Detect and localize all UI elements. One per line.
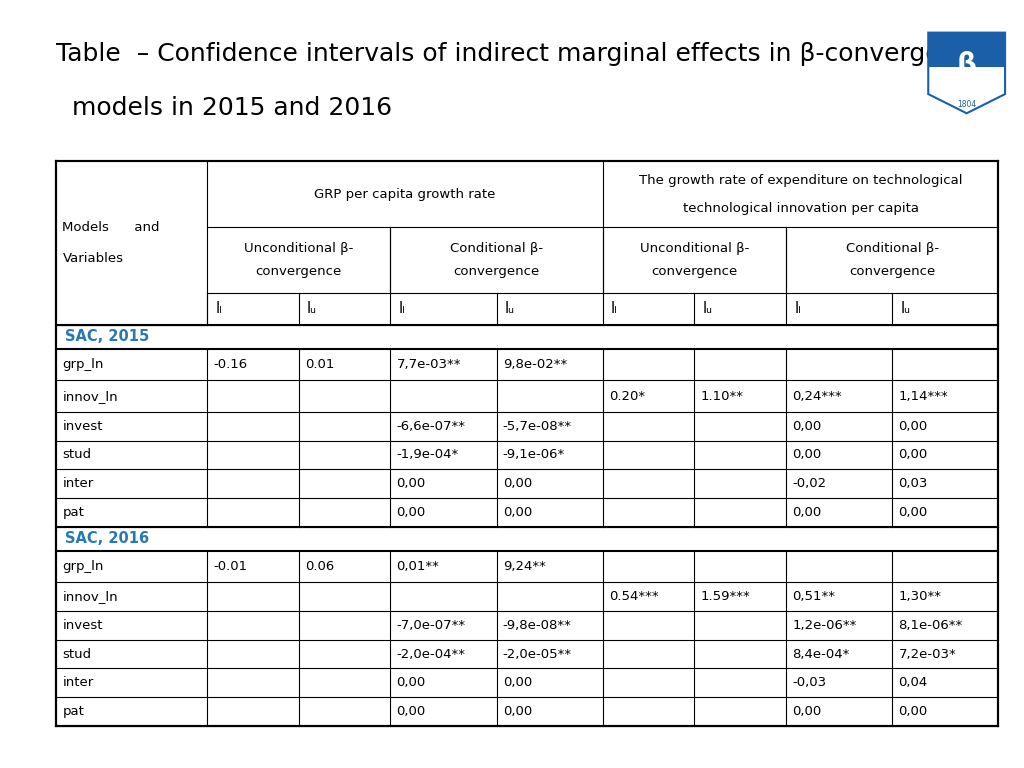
Text: 9,24**: 9,24** bbox=[503, 560, 546, 573]
Text: 1.59***: 1.59*** bbox=[700, 591, 751, 604]
Text: 0,00: 0,00 bbox=[396, 477, 426, 490]
Text: 0,00: 0,00 bbox=[793, 449, 821, 462]
Text: lᵤ: lᵤ bbox=[505, 301, 515, 316]
Text: 0,00: 0,00 bbox=[793, 705, 821, 718]
Text: -1,9e-04*: -1,9e-04* bbox=[396, 449, 459, 462]
Text: convergence: convergence bbox=[849, 265, 935, 278]
Text: lᵤ: lᵤ bbox=[307, 301, 317, 316]
Text: 8,4e-04*: 8,4e-04* bbox=[793, 647, 850, 660]
Polygon shape bbox=[928, 32, 1005, 113]
Text: SAC, 2015: SAC, 2015 bbox=[65, 329, 148, 344]
Text: lₗ: lₗ bbox=[215, 301, 222, 316]
Text: 1,30**: 1,30** bbox=[898, 591, 941, 604]
Text: grp_ln: grp_ln bbox=[62, 358, 103, 371]
Text: 8,1e-06**: 8,1e-06** bbox=[898, 619, 963, 632]
Text: 0,00: 0,00 bbox=[396, 506, 426, 519]
Text: pat: pat bbox=[62, 705, 84, 718]
Text: -2,0e-05**: -2,0e-05** bbox=[503, 647, 571, 660]
Text: convergence: convergence bbox=[454, 265, 540, 278]
Text: -7,0e-07**: -7,0e-07** bbox=[396, 619, 466, 632]
Text: convergence: convergence bbox=[256, 265, 342, 278]
Text: Table  – Confidence intervals of indirect marginal effects in β-convergence: Table – Confidence intervals of indirect… bbox=[56, 42, 986, 66]
Text: 0.01: 0.01 bbox=[305, 358, 335, 371]
Text: SAC, 2016: SAC, 2016 bbox=[65, 531, 148, 546]
Text: convergence: convergence bbox=[651, 265, 737, 278]
Text: grp_ln: grp_ln bbox=[62, 560, 103, 573]
Text: innov_ln: innov_ln bbox=[62, 389, 118, 402]
Text: 0,00: 0,00 bbox=[898, 506, 928, 519]
Text: 0.06: 0.06 bbox=[305, 560, 334, 573]
Text: 0,00: 0,00 bbox=[793, 506, 821, 519]
Text: inter: inter bbox=[62, 477, 94, 490]
Text: GRP per capita growth rate: GRP per capita growth rate bbox=[314, 187, 496, 200]
Text: 0,00: 0,00 bbox=[503, 477, 532, 490]
Text: stud: stud bbox=[62, 449, 91, 462]
Text: Conditional β-: Conditional β- bbox=[451, 242, 543, 255]
Text: Models      and: Models and bbox=[62, 221, 160, 234]
Text: 0,51**: 0,51** bbox=[793, 591, 836, 604]
Text: -0.16: -0.16 bbox=[213, 358, 248, 371]
Text: 0,01**: 0,01** bbox=[396, 560, 439, 573]
Text: Unconditional β-: Unconditional β- bbox=[244, 242, 353, 255]
Text: inter: inter bbox=[62, 677, 94, 689]
Text: -6,6e-07**: -6,6e-07** bbox=[396, 420, 466, 433]
Text: β: β bbox=[956, 51, 977, 79]
Text: 0.20*: 0.20* bbox=[609, 389, 645, 402]
Text: 0,00: 0,00 bbox=[898, 705, 928, 718]
Text: lₗ: lₗ bbox=[398, 301, 406, 316]
Text: invest: invest bbox=[62, 420, 103, 433]
Text: invest: invest bbox=[62, 619, 103, 632]
Text: 0,04: 0,04 bbox=[898, 677, 928, 689]
Text: 1.10**: 1.10** bbox=[700, 389, 743, 402]
Text: -9,8e-08**: -9,8e-08** bbox=[503, 619, 571, 632]
Text: 1804: 1804 bbox=[957, 100, 976, 108]
Text: stud: stud bbox=[62, 647, 91, 660]
Text: -9,1e-06*: -9,1e-06* bbox=[503, 449, 565, 462]
Text: innov_ln: innov_ln bbox=[62, 591, 118, 604]
Text: 0,00: 0,00 bbox=[503, 506, 532, 519]
Text: 7,7e-03**: 7,7e-03** bbox=[396, 358, 461, 371]
Text: 0,24***: 0,24*** bbox=[793, 389, 842, 402]
Text: technological innovation per capita: technological innovation per capita bbox=[683, 201, 919, 214]
Text: -0,02: -0,02 bbox=[793, 477, 826, 490]
Text: 7,2e-03*: 7,2e-03* bbox=[898, 647, 956, 660]
Text: 1,14***: 1,14*** bbox=[898, 389, 948, 402]
Text: 9,8e-02**: 9,8e-02** bbox=[503, 358, 567, 371]
Text: 0,00: 0,00 bbox=[503, 677, 532, 689]
Text: -5,7e-08**: -5,7e-08** bbox=[503, 420, 571, 433]
Text: lᵤ: lᵤ bbox=[900, 301, 910, 316]
Text: 0,00: 0,00 bbox=[898, 420, 928, 433]
Text: 0,00: 0,00 bbox=[396, 677, 426, 689]
Text: 0,00: 0,00 bbox=[793, 420, 821, 433]
Polygon shape bbox=[928, 32, 1005, 67]
Text: pat: pat bbox=[62, 506, 84, 519]
Text: models in 2015 and 2016: models in 2015 and 2016 bbox=[56, 96, 392, 120]
Text: lₗ: lₗ bbox=[795, 301, 801, 316]
Text: lₗ: lₗ bbox=[611, 301, 617, 316]
Text: lᵤ: lᵤ bbox=[702, 301, 713, 316]
Text: 0,00: 0,00 bbox=[898, 449, 928, 462]
Text: 0,03: 0,03 bbox=[898, 477, 928, 490]
Text: -2,0e-04**: -2,0e-04** bbox=[396, 647, 466, 660]
Text: Unconditional β-: Unconditional β- bbox=[640, 242, 750, 255]
Text: Variables: Variables bbox=[62, 252, 124, 265]
Text: 0.54***: 0.54*** bbox=[609, 591, 658, 604]
Text: -0,03: -0,03 bbox=[793, 677, 826, 689]
Text: 0,00: 0,00 bbox=[396, 705, 426, 718]
Text: Conditional β-: Conditional β- bbox=[846, 242, 939, 255]
Text: The growth rate of expenditure on technological: The growth rate of expenditure on techno… bbox=[639, 174, 963, 187]
Text: 0,00: 0,00 bbox=[503, 705, 532, 718]
Text: -0.01: -0.01 bbox=[213, 560, 248, 573]
Text: 1,2e-06**: 1,2e-06** bbox=[793, 619, 857, 632]
